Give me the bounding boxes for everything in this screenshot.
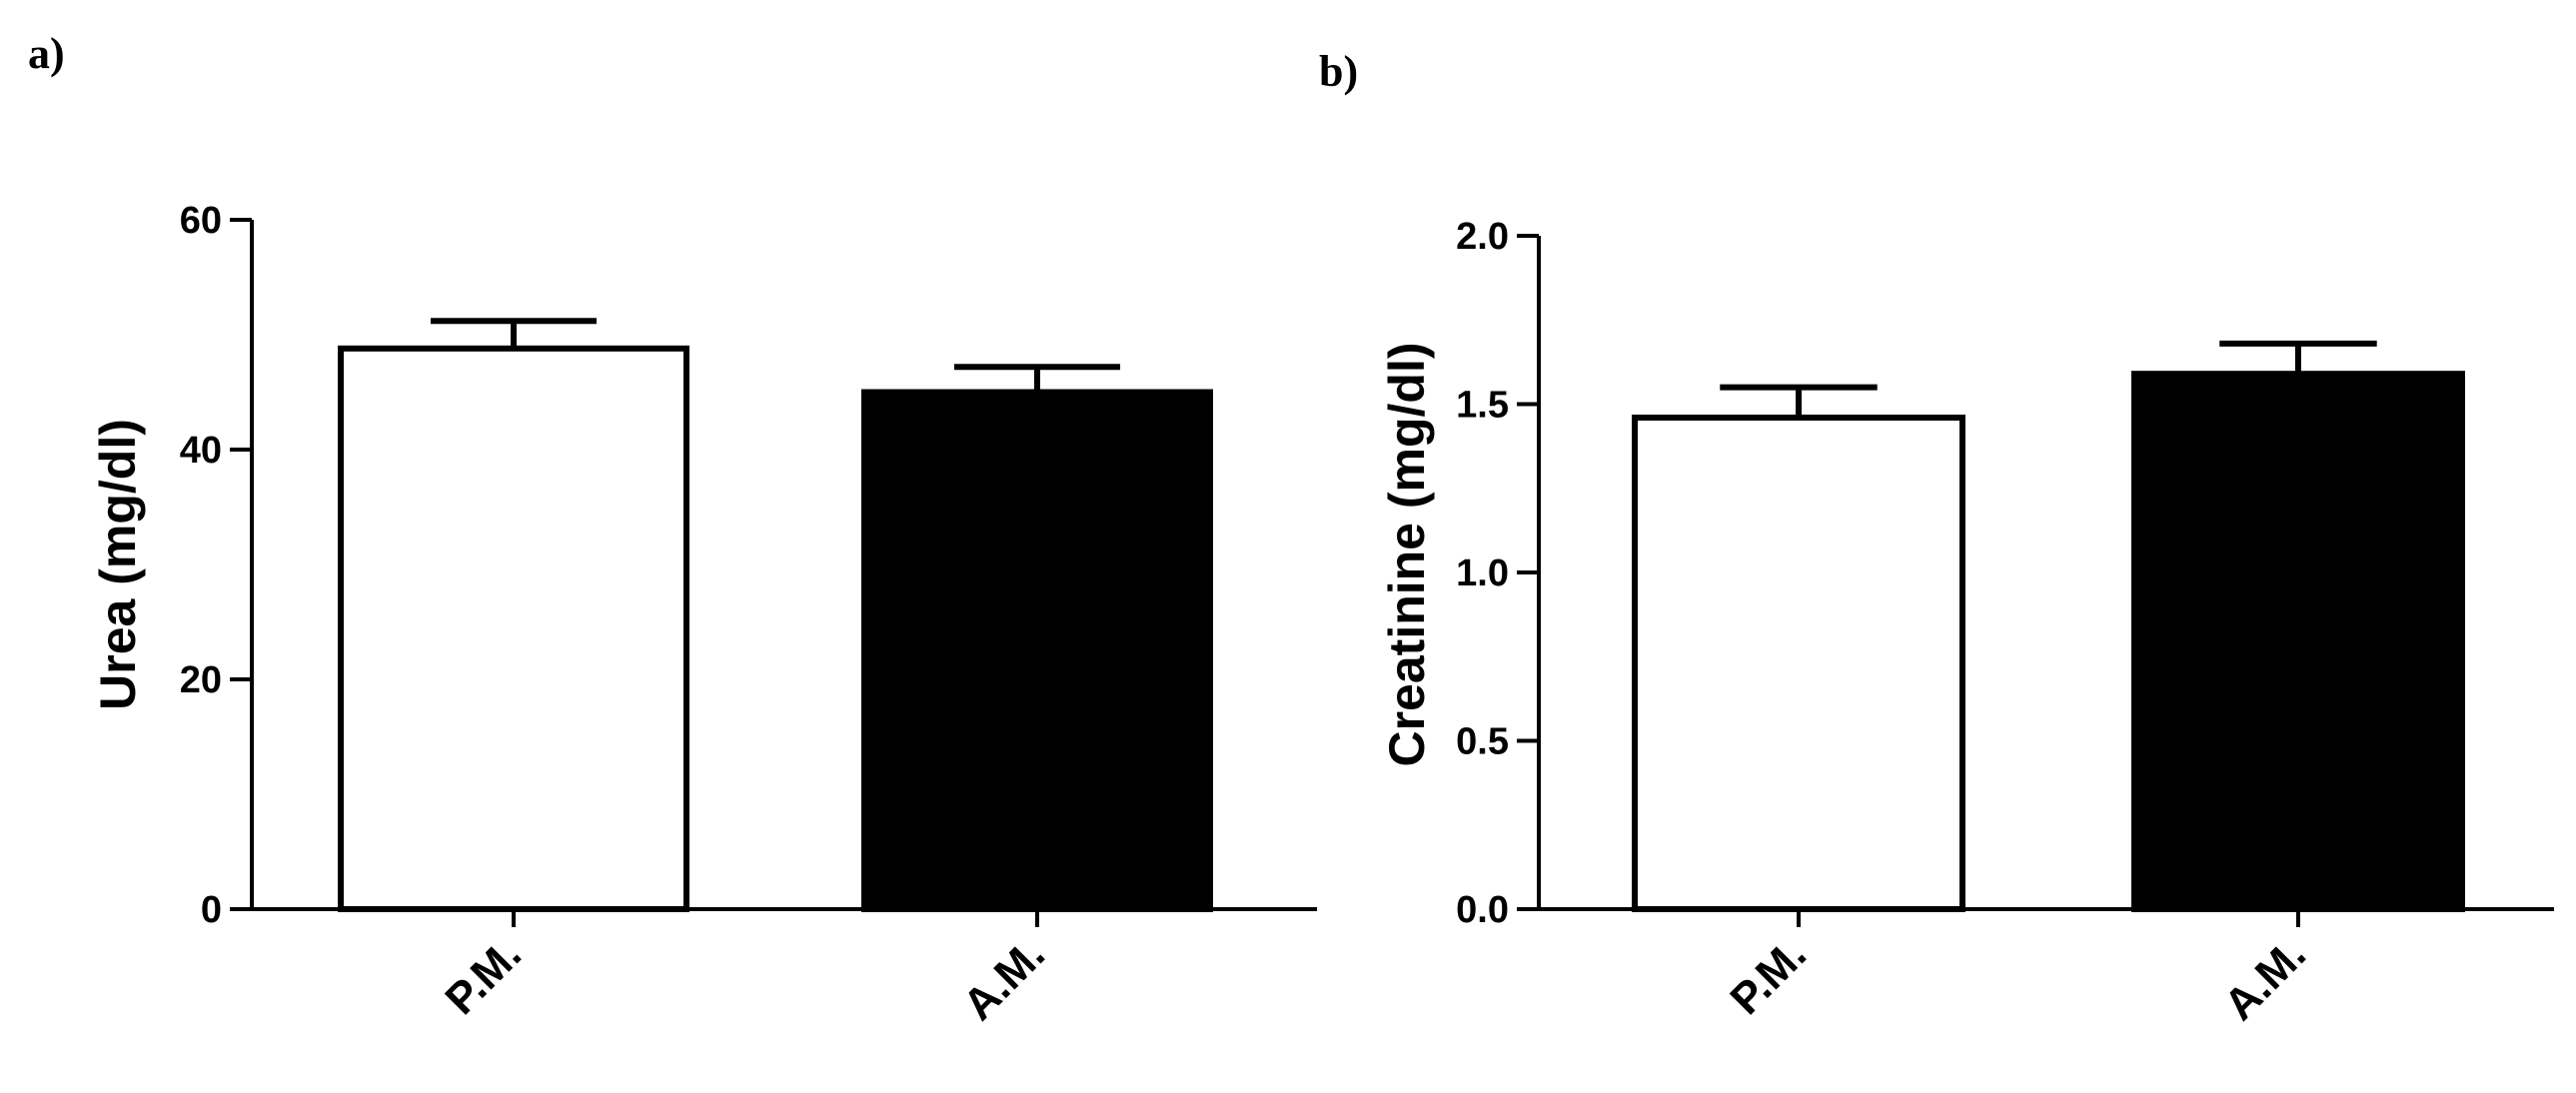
y-tick-label: 20 (180, 659, 222, 701)
x-tick-label: A.M. (954, 929, 1054, 1029)
bar (338, 345, 689, 912)
y-tick-label: 1.0 (1456, 552, 1509, 594)
y-tick-label: 0 (201, 889, 222, 931)
panel-label: b) (1319, 47, 1358, 96)
bar (2131, 371, 2465, 913)
x-tick-label: P.M. (436, 929, 531, 1024)
y-tick-label: 40 (180, 430, 222, 472)
y-tick-label: 2.0 (1456, 216, 1509, 258)
panel-label: a) (28, 29, 65, 78)
y-axis-title: Creatinine (mg/dl) (1379, 342, 1435, 766)
y-tick-label: 60 (180, 200, 222, 242)
y-tick-label: 1.5 (1456, 385, 1509, 427)
y-axis-title: Urea (mg/dl) (90, 419, 146, 710)
x-tick-label: A.M. (2215, 929, 2315, 1029)
bar (861, 389, 1213, 912)
y-tick-label: 0.0 (1456, 889, 1509, 931)
bar (1632, 414, 1965, 912)
panel-b: b) Creatinine (mg/dl) P.M. A.M. 0.0 0.5 1.0 1.5… (1319, 47, 2554, 1030)
y-tick-label: 0.5 (1456, 721, 1509, 763)
x-tick-label: P.M. (1721, 929, 1816, 1024)
panel-a: a) Urea (mg/dl) P.M. A.M. 0 20 40 60 (28, 29, 1317, 1030)
